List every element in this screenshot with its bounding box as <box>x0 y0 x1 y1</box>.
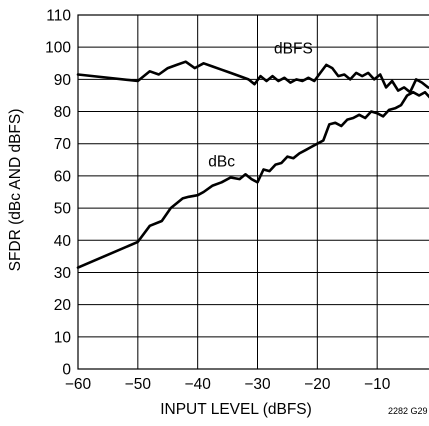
x-axis-title: INPUT LEVEL (dBFS) <box>160 401 312 418</box>
y-axis-title: SFDR (dBc AND dBFS) <box>7 109 24 272</box>
annotations: dBFS dBc <box>208 41 313 171</box>
y-tick-label: 80 <box>54 104 72 121</box>
y-tick-label: 60 <box>54 168 72 185</box>
y-tick-label: 30 <box>54 265 72 282</box>
x-tick-label: −60 <box>65 376 92 393</box>
x-tick-label: −10 <box>364 376 391 393</box>
y-tick-label: 110 <box>46 8 71 25</box>
x-tick-label: −40 <box>185 376 212 393</box>
grid-layer <box>77 14 429 370</box>
y-tick-label: 90 <box>54 72 72 89</box>
y-tick-label: 100 <box>45 40 71 57</box>
y-tick-label: 40 <box>54 233 72 250</box>
series-layer <box>76 60 429 269</box>
series-label: dBc <box>208 153 235 170</box>
x-tick-label: −20 <box>304 376 331 393</box>
y-tick-label: 0 <box>62 362 71 379</box>
figure-id: 2282 G29 <box>388 406 428 416</box>
series-line-dbc <box>76 90 429 269</box>
plot-frame <box>77 14 429 370</box>
series-line-dbfs <box>76 60 429 94</box>
y-tick-label: 70 <box>54 136 72 153</box>
y-tick-label: 10 <box>54 329 72 346</box>
y-tick-label: 20 <box>54 297 72 314</box>
x-tick-label: −50 <box>125 376 152 393</box>
series-label: dBFS <box>274 41 313 58</box>
y-tick-label: 50 <box>54 201 72 218</box>
x-tick-label: −30 <box>244 376 271 393</box>
tick-labels: 0 10 20 30 40 50 60 70 80 90 100 110 −60 −50 −40 −30 −20… <box>45 8 391 394</box>
